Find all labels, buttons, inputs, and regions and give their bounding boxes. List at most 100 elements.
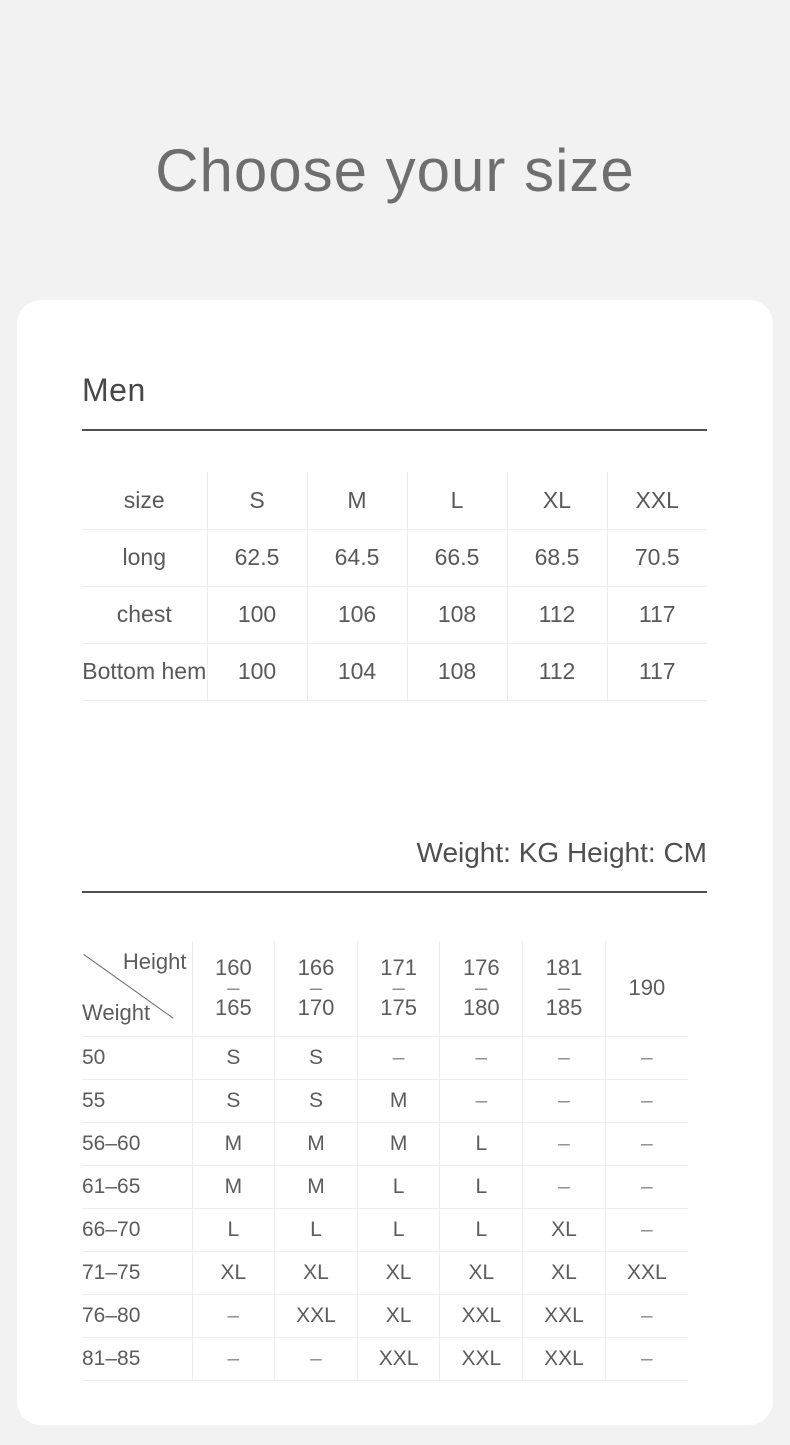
matrix-row: 71–75 XL XL XL XL XL XXL <box>82 1251 688 1295</box>
fit-section-divider <box>82 890 707 893</box>
range-from: 171 <box>380 955 417 981</box>
size-cell: S <box>191 1079 275 1123</box>
size-cell: L <box>439 1165 523 1209</box>
height-range-header: 181 – 185 <box>522 940 606 1037</box>
range-from: 166 <box>297 955 335 981</box>
size-cell: – <box>604 1208 688 1252</box>
size-cell: S <box>191 1036 275 1080</box>
size-cell: M <box>191 1165 275 1209</box>
size-cell: – <box>604 1036 688 1080</box>
measurement-cell: 117 <box>606 643 707 701</box>
size-cell: L <box>439 1122 523 1166</box>
range-dash: – <box>475 975 488 1001</box>
size-cell: – <box>604 1337 688 1381</box>
range-from: 160 <box>214 955 252 981</box>
size-table-header-row: size S M L XL XXL <box>82 472 707 530</box>
range-from: 181 <box>545 955 583 981</box>
range-to: 185 <box>545 995 583 1021</box>
weight-label-cell: 50 <box>82 1036 192 1080</box>
size-cell: L <box>356 1208 440 1252</box>
size-cell: – <box>522 1122 606 1166</box>
size-cell: XL <box>356 1251 440 1295</box>
size-cell: M <box>274 1165 358 1209</box>
size-cell: XXL <box>439 1337 523 1381</box>
range-dash: – <box>392 975 405 1001</box>
row-label: chest <box>82 586 207 644</box>
size-cell: XXL <box>356 1337 440 1381</box>
units-note: Weight: KG Height: CM <box>416 836 707 868</box>
size-cell: XXL <box>522 1294 606 1338</box>
size-cell: XXL <box>274 1294 358 1338</box>
matrix-row: 66–70 L L L L XL – <box>82 1208 688 1252</box>
row-label: long <box>82 529 207 587</box>
weight-height-matrix: Height Weight 160 – 165 166 – 170 171 <box>82 940 688 1381</box>
size-cell: L <box>274 1208 358 1252</box>
size-guide-card: Men size S M L XL XXL long 62.5 64.5 66.… <box>17 300 773 1425</box>
range-from: 176 <box>462 955 500 981</box>
size-cell: – <box>604 1079 688 1123</box>
size-cell: – <box>522 1036 606 1080</box>
page-title: Choose your size <box>155 137 635 204</box>
height-single-header: 190 <box>604 940 688 1037</box>
measurement-cell: 108 <box>406 643 507 701</box>
measurement-cell: 104 <box>306 643 407 701</box>
matrix-row: 50 S S – – – – <box>82 1036 688 1080</box>
size-cell: – <box>439 1036 523 1080</box>
size-column-header: XL <box>506 472 607 530</box>
range-dash: – <box>309 975 323 1001</box>
size-cell: XL <box>522 1208 606 1252</box>
measurement-cell: 68.5 <box>506 529 607 587</box>
measurement-cell: 100 <box>206 643 307 701</box>
size-cell: XXL <box>439 1294 523 1338</box>
row-label: Bottom hem <box>82 643 207 701</box>
measurement-cell: 106 <box>306 586 407 644</box>
measurement-cell: 108 <box>406 586 507 644</box>
size-cell: M <box>356 1079 440 1123</box>
matrix-row: 55 S S M – – – <box>82 1079 688 1123</box>
size-cell: M <box>356 1122 440 1166</box>
range-to: 180 <box>462 995 500 1021</box>
measurement-cell: 117 <box>606 586 707 644</box>
measurement-cell: 66.5 <box>406 529 507 587</box>
size-column-header: L <box>406 472 507 530</box>
weight-label-cell: 71–75 <box>82 1251 192 1295</box>
corner-height-label: Height <box>122 948 187 974</box>
size-cell: L <box>439 1208 523 1252</box>
size-cell: M <box>274 1122 358 1166</box>
size-cell: – <box>604 1122 688 1166</box>
weight-label-cell: 81–85 <box>82 1337 192 1381</box>
range-to: 170 <box>297 995 335 1021</box>
corner-weight-label: Weight <box>82 1000 151 1025</box>
range-dash: – <box>227 975 240 1001</box>
size-cell: – <box>604 1294 688 1338</box>
men-section-heading: Men <box>82 372 146 408</box>
height-range-header: 176 – 180 <box>439 940 523 1037</box>
measurement-cell: 112 <box>506 586 607 644</box>
measurement-cell: 62.5 <box>206 529 307 587</box>
size-cell: L <box>191 1208 275 1252</box>
size-column-header: M <box>306 472 407 530</box>
height-range-header: 166 – 170 <box>274 940 358 1037</box>
size-cell: S <box>274 1079 358 1123</box>
size-cell: – <box>191 1294 275 1338</box>
weight-label-cell: 61–65 <box>82 1165 192 1209</box>
size-column-header: XXL <box>606 472 707 530</box>
men-section-divider <box>82 429 707 431</box>
size-cell: XL <box>274 1251 358 1295</box>
measurement-cell: 112 <box>506 643 607 701</box>
matrix-header-row: Height Weight 160 – 165 166 – 170 171 <box>82 940 688 1037</box>
size-cell: – <box>191 1337 275 1381</box>
men-size-table: size S M L XL XXL long 62.5 64.5 66.5 68… <box>82 472 707 701</box>
matrix-row: 61–65 M M L L – – <box>82 1165 688 1209</box>
size-cell: – <box>274 1337 358 1381</box>
weight-label-cell: 76–80 <box>82 1294 192 1338</box>
matrix-row: 56–60 M M M L – – <box>82 1122 688 1166</box>
matrix-row: 81–85 – – XXL XXL XXL – <box>82 1337 688 1381</box>
weight-label-cell: 55 <box>82 1079 192 1123</box>
size-cell: XL <box>356 1294 440 1338</box>
matrix-row: 76–80 – XXL XL XXL XXL – <box>82 1294 688 1338</box>
range-to: 165 <box>214 995 252 1021</box>
size-cell: – <box>356 1036 440 1080</box>
range-to: 175 <box>380 995 417 1021</box>
size-cell: – <box>522 1165 606 1209</box>
